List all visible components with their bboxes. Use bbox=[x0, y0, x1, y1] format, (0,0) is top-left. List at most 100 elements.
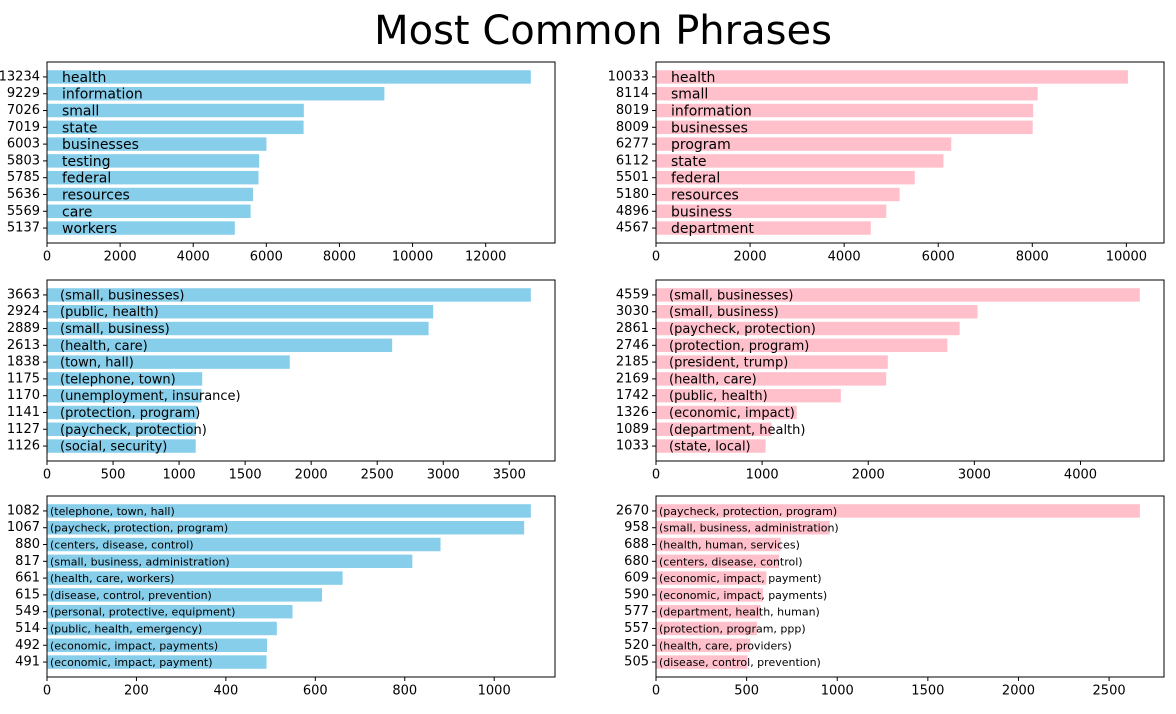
axes-frame bbox=[46, 61, 556, 244]
bar bbox=[656, 221, 871, 235]
bar-label: (health, human, services) bbox=[659, 539, 800, 552]
x-tick-label: 600 bbox=[303, 684, 328, 699]
x-tick-label: 2500 bbox=[361, 468, 394, 483]
x-tick-label: 0 bbox=[43, 468, 51, 483]
bar-label: (president, trump) bbox=[669, 356, 788, 371]
x-tick-label: 2000 bbox=[734, 250, 767, 265]
x-tick-label: 6000 bbox=[250, 250, 283, 265]
bar-label: (telephone, town) bbox=[60, 372, 176, 387]
y-tick-label: 1742 bbox=[616, 388, 649, 403]
bar-label: (small, businesses) bbox=[60, 288, 184, 303]
bar bbox=[47, 170, 259, 185]
bar bbox=[656, 521, 830, 535]
bar-label: (economic, impact, payments) bbox=[659, 589, 827, 602]
y-tick-label: 6277 bbox=[616, 137, 649, 152]
bar-label: small bbox=[62, 104, 99, 120]
bar-label: (economic, impact, payment) bbox=[659, 572, 822, 585]
bar bbox=[47, 521, 525, 535]
x-tick-label: 12000 bbox=[465, 250, 506, 265]
y-tick-label: 4559 bbox=[616, 287, 649, 302]
x-tick-label: 4000 bbox=[1064, 468, 1097, 483]
bar-label: (health, care, workers) bbox=[50, 572, 174, 585]
y-tick-label: 10033 bbox=[608, 69, 649, 84]
y-tick-label: 8019 bbox=[616, 103, 649, 118]
bar bbox=[47, 571, 343, 585]
bar bbox=[656, 154, 944, 168]
bar-label: (health, care) bbox=[60, 339, 148, 354]
y-tick-label: 9229 bbox=[7, 86, 40, 101]
bar-label: (department, health) bbox=[669, 423, 805, 438]
y-tick-label: 688 bbox=[624, 537, 649, 552]
bar bbox=[656, 554, 780, 569]
bar-label: (centers, disease, control) bbox=[50, 539, 194, 552]
bar-label: (economic, impact, payment) bbox=[50, 656, 213, 669]
bar-label: information bbox=[671, 104, 752, 120]
bar bbox=[47, 321, 429, 336]
y-tick-label: 1089 bbox=[616, 422, 649, 437]
bar bbox=[47, 154, 260, 168]
y-tick-label: 2889 bbox=[7, 321, 40, 336]
x-tick-label: 10000 bbox=[392, 250, 433, 265]
y-tick-label: 1126 bbox=[7, 439, 40, 454]
bar bbox=[656, 571, 767, 585]
y-tick-label: 549 bbox=[15, 604, 40, 619]
bar bbox=[656, 170, 915, 185]
axes-frame bbox=[655, 279, 1165, 462]
bar-label: health bbox=[62, 70, 106, 86]
bar-label: (small, business) bbox=[60, 322, 170, 337]
y-tick-label: 6112 bbox=[616, 153, 649, 168]
y-tick-label: 1067 bbox=[7, 520, 40, 535]
subplot: 2670 (paycheck, protection, program) 958 (s… bbox=[616, 495, 1165, 699]
x-tick-label: 3500 bbox=[493, 468, 526, 483]
bar-label: (public, health) bbox=[669, 389, 768, 404]
y-tick-label: 8114 bbox=[616, 86, 649, 101]
x-tick-label: 3000 bbox=[427, 468, 460, 483]
bar-label: state bbox=[62, 120, 97, 136]
x-tick-label: 10000 bbox=[1106, 250, 1147, 265]
y-tick-label: 13234 bbox=[0, 69, 40, 84]
x-tick-label: 4000 bbox=[177, 250, 210, 265]
y-tick-label: 817 bbox=[15, 554, 40, 569]
bar bbox=[47, 537, 441, 552]
bar bbox=[656, 588, 763, 602]
y-tick-label: 1033 bbox=[616, 439, 649, 454]
bar-label: state bbox=[671, 154, 706, 170]
y-tick-label: 5785 bbox=[7, 170, 40, 185]
bar-label: (small, businesses) bbox=[669, 288, 793, 303]
y-tick-label: 1141 bbox=[7, 405, 40, 420]
bar bbox=[47, 70, 531, 84]
x-tick-label: 2000 bbox=[295, 468, 328, 483]
bar-label: (small, business) bbox=[669, 305, 779, 320]
y-tick-label: 958 bbox=[624, 520, 649, 535]
bar-label: department bbox=[671, 221, 754, 237]
bar-label: (small, business, administration) bbox=[50, 555, 230, 568]
y-tick-label: 514 bbox=[15, 621, 40, 636]
y-tick-label: 5180 bbox=[616, 187, 649, 202]
y-tick-label: 680 bbox=[624, 554, 649, 569]
y-tick-label: 491 bbox=[15, 655, 40, 670]
bar bbox=[656, 604, 761, 619]
bar-label: (personal, protective, equipment) bbox=[50, 606, 235, 619]
bar-label: businesses bbox=[62, 137, 139, 153]
y-tick-label: 609 bbox=[624, 571, 649, 586]
bar-label: (paycheck, protection) bbox=[60, 423, 207, 438]
x-tick-label: 0 bbox=[43, 250, 51, 265]
bar-label: business bbox=[671, 204, 732, 220]
x-tick-label: 0 bbox=[652, 250, 660, 265]
bar-label: (economic, impact) bbox=[669, 406, 795, 421]
x-tick-label: 1000 bbox=[821, 684, 854, 699]
y-tick-label: 2670 bbox=[616, 503, 649, 518]
bar bbox=[47, 204, 251, 218]
bar bbox=[47, 604, 293, 619]
bar-label: (disease, control, prevention) bbox=[659, 656, 821, 669]
bar-label: information bbox=[62, 87, 143, 103]
bar bbox=[47, 405, 198, 420]
bar bbox=[47, 288, 531, 302]
bar bbox=[656, 638, 751, 652]
bar-label: federal bbox=[62, 171, 111, 187]
y-tick-label: 7026 bbox=[7, 103, 40, 118]
bar bbox=[47, 372, 203, 386]
bar bbox=[656, 338, 948, 353]
bar-label: (public, health) bbox=[60, 305, 159, 320]
bar-label: (telephone, town, hall) bbox=[50, 505, 175, 518]
